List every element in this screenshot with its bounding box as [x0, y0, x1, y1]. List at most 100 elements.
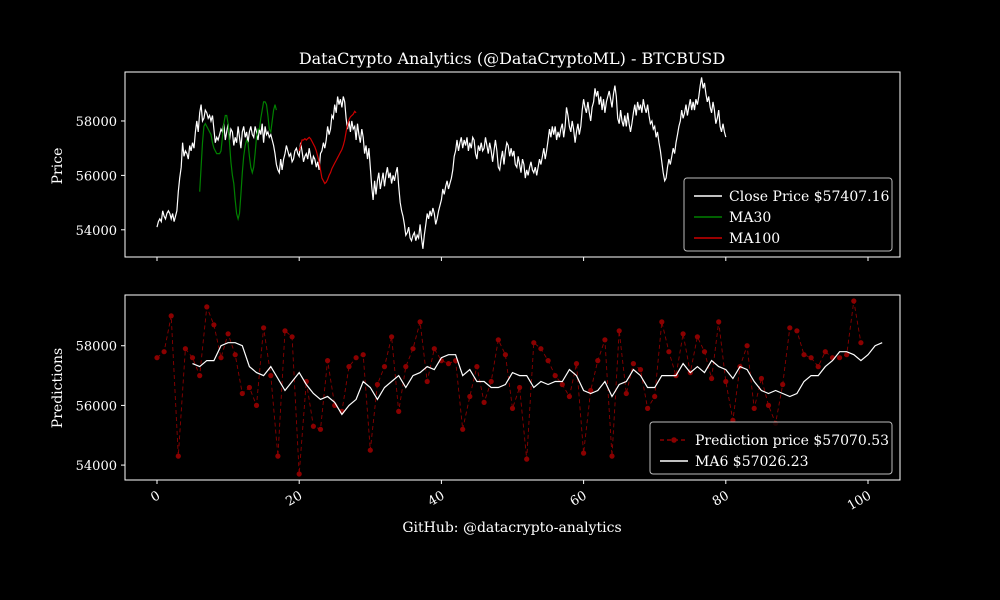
price-panel: DataCrypto Analytics (@DataCryptoML) - B… [50, 49, 901, 261]
y-axis-label: Predictions [50, 348, 66, 428]
legend-box [683, 177, 893, 252]
series-point [325, 358, 331, 364]
series-point [197, 373, 203, 379]
series-point [360, 352, 366, 358]
price-plot-frame [124, 71, 901, 258]
series-point [801, 352, 807, 358]
series-point [602, 337, 608, 343]
x-axis-label: GitHub: @datacrypto-analytics [402, 520, 621, 536]
series-point [723, 378, 729, 385]
price-plot-area [156, 77, 727, 249]
series-point [616, 328, 622, 334]
series-point [182, 346, 188, 352]
legend-label: MA6 $57026.23 [695, 454, 809, 470]
y-tick-label: 54000 [76, 459, 117, 474]
series-point [488, 378, 494, 385]
series-point [566, 393, 573, 400]
series-point [517, 384, 523, 391]
series-point [701, 349, 708, 355]
series-point [161, 349, 167, 355]
y-tick-label: 56000 [76, 169, 117, 184]
series-point [659, 319, 665, 325]
series-point [858, 340, 864, 346]
series-point [709, 375, 715, 382]
series-point [154, 355, 160, 361]
predictions-y-axis: 54000 56000 58000 [76, 340, 125, 474]
series-point [609, 453, 615, 459]
series-point [282, 328, 288, 334]
series-point [794, 328, 800, 334]
series-point [460, 426, 466, 432]
series-point [424, 378, 430, 385]
series-point [808, 355, 814, 361]
legend-label: MA30 [729, 210, 771, 226]
series-point [474, 364, 480, 370]
series-point [403, 364, 409, 370]
series-point [246, 384, 252, 391]
predictions-plot-frame [124, 294, 901, 481]
series-point [680, 331, 686, 337]
series-point [502, 352, 508, 358]
predictions-legend: Prediction price $57070.53 MA6 $57026.23 [649, 421, 893, 475]
series-point [445, 361, 452, 367]
series-point [765, 402, 772, 408]
series-point [581, 450, 587, 456]
series-point [595, 358, 601, 364]
series-point [652, 393, 658, 400]
series-point [374, 381, 380, 388]
series-point [417, 319, 423, 325]
series-point [545, 358, 551, 364]
y-tick-label: 58000 [76, 340, 117, 355]
series-point [431, 346, 437, 352]
series-point [232, 352, 238, 358]
series-point [645, 405, 651, 411]
series-point [495, 337, 501, 343]
series-point [588, 387, 594, 394]
series-point [317, 426, 324, 432]
y-tick-label: 58000 [76, 115, 117, 130]
x-tick-label: 80 [710, 488, 732, 509]
series-point [822, 349, 828, 355]
price-legend: Close Price $57407.16 MA30 MA100 [683, 177, 893, 252]
series-point [666, 349, 672, 355]
series-point [559, 381, 565, 388]
series-point [573, 361, 580, 367]
series-line-prediction [156, 300, 862, 475]
series-point [261, 325, 267, 331]
predictions-plot-area [154, 298, 883, 477]
legend-label: Prediction price $57070.53 [695, 433, 889, 449]
series-point [410, 346, 416, 352]
x-tick-label: 40 [426, 488, 448, 509]
series-point [253, 402, 260, 408]
series-point [218, 355, 224, 361]
series-point [310, 423, 316, 429]
series-point [204, 304, 210, 310]
series-point [467, 393, 473, 400]
series-point [630, 361, 637, 367]
series-point [837, 355, 843, 361]
series-point [481, 399, 487, 405]
series-point [637, 367, 644, 373]
series-point [744, 343, 750, 349]
x-tick-label: 20 [283, 488, 305, 509]
series-line-close [156, 77, 727, 249]
series-point [758, 375, 765, 382]
series-point [851, 298, 857, 304]
y-tick-label: 54000 [76, 224, 117, 239]
series-point [225, 331, 231, 337]
series-point [381, 364, 388, 370]
series-point [175, 453, 181, 459]
legend-label: MA100 [729, 231, 780, 247]
series-point [268, 373, 274, 379]
y-tick-label: 56000 [76, 399, 117, 414]
series-point [623, 390, 629, 397]
series-point [538, 346, 544, 352]
series-point [751, 405, 757, 411]
series-point [211, 322, 217, 328]
series-point [787, 325, 793, 331]
series-point [524, 456, 530, 462]
series-line-ma100 [298, 110, 357, 185]
